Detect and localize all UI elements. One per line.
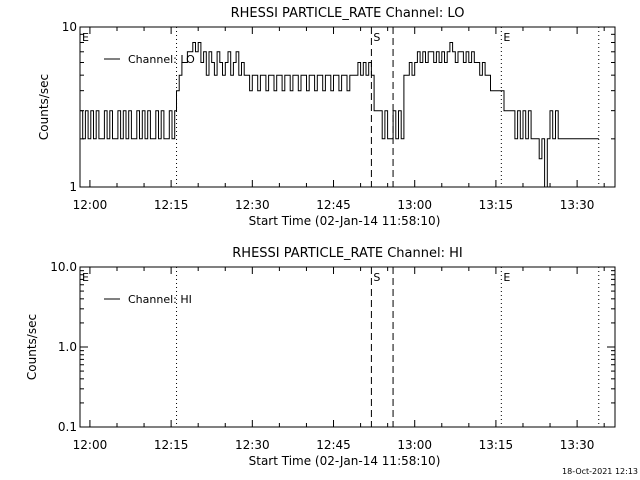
y-tick-label: 1.0 <box>58 340 77 354</box>
y-tick-label: 0.1 <box>58 420 77 434</box>
chart-title: RHESSI PARTICLE_RATE Channel: HI <box>232 246 462 261</box>
x-tick-label: 12:00 <box>73 198 108 212</box>
x-tick-label: 12:15 <box>154 198 189 212</box>
series-line-lo <box>80 42 599 188</box>
event-marker-label: S <box>373 31 380 44</box>
event-marker-label: E <box>82 31 89 44</box>
x-tick-label: 12:15 <box>154 438 189 452</box>
generated-timestamp: 18-Oct-2021 12:13 <box>562 467 638 476</box>
x-tick-label: 12:00 <box>73 438 108 452</box>
x-tick-label: 12:45 <box>316 198 351 212</box>
y-tick-label: 10.0 <box>50 260 77 274</box>
event-marker-label: S <box>373 271 380 284</box>
event-marker-label: E <box>503 271 510 284</box>
y-axis-label: Counts/sec <box>25 314 39 380</box>
chart-title: RHESSI PARTICLE_RATE Channel: LO <box>231 6 465 21</box>
x-tick-label: 12:30 <box>235 438 270 452</box>
x-tick-label: 13:00 <box>397 198 432 212</box>
x-tick-label: 13:30 <box>560 198 595 212</box>
event-marker-label: E <box>82 271 89 284</box>
y-tick-label: 10 <box>62 20 77 34</box>
legend-label: Channel: HI <box>128 293 192 306</box>
x-axis-label: Start Time (02-Jan-14 11:58:10) <box>249 214 441 228</box>
x-tick-label: 12:30 <box>235 198 270 212</box>
x-tick-label: 13:15 <box>479 438 514 452</box>
x-tick-label: 13:30 <box>560 438 595 452</box>
y-tick-label: 1 <box>69 180 77 194</box>
event-marker-label: E <box>503 31 510 44</box>
x-tick-label: 12:45 <box>316 438 351 452</box>
x-tick-label: 13:15 <box>479 198 514 212</box>
x-axis-label: Start Time (02-Jan-14 11:58:10) <box>249 454 441 468</box>
x-tick-label: 13:00 <box>397 438 432 452</box>
legend-label: Channel: LO <box>128 53 195 66</box>
y-axis-label: Counts/sec <box>37 74 51 140</box>
plot-frame <box>79 26 616 188</box>
plot-frame <box>79 266 616 428</box>
